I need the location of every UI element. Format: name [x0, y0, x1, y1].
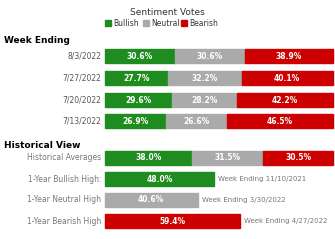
Text: Week Ending: Week Ending — [4, 36, 70, 45]
Text: Week Ending 3/30/2022: Week Ending 3/30/2022 — [202, 197, 285, 203]
Text: Bearish: Bearish — [189, 18, 218, 27]
Bar — [105, 114, 166, 128]
Text: 27.7%: 27.7% — [123, 74, 150, 82]
Bar — [105, 151, 192, 165]
Bar — [105, 20, 111, 26]
Bar — [105, 172, 214, 186]
Text: Week Ending 4/27/2022: Week Ending 4/27/2022 — [245, 218, 328, 224]
Text: 59.4%: 59.4% — [160, 217, 186, 226]
Bar — [168, 71, 242, 85]
Bar — [105, 214, 241, 228]
Text: 7/13/2022: 7/13/2022 — [62, 116, 101, 125]
Text: Bullish: Bullish — [113, 18, 139, 27]
Text: 28.2%: 28.2% — [191, 96, 218, 104]
Bar — [143, 20, 149, 26]
Text: Historical View: Historical View — [4, 141, 80, 150]
Text: 46.5%: 46.5% — [267, 116, 293, 125]
Bar — [237, 93, 333, 107]
Text: 1-Year Bullish High:: 1-Year Bullish High: — [27, 174, 101, 184]
Text: Historical Averages: Historical Averages — [27, 153, 101, 163]
Bar — [242, 71, 333, 85]
Bar — [166, 114, 227, 128]
Bar — [181, 20, 187, 26]
Text: 30.5%: 30.5% — [285, 153, 311, 163]
Bar — [227, 114, 333, 128]
Text: 40.1%: 40.1% — [274, 74, 300, 82]
Text: 32.2%: 32.2% — [192, 74, 218, 82]
Text: 1-Year Neutral High: 1-Year Neutral High — [27, 196, 101, 205]
Text: Week Ending 11/10/2021: Week Ending 11/10/2021 — [218, 176, 307, 182]
Text: 29.6%: 29.6% — [126, 96, 152, 104]
Text: 7/27/2022: 7/27/2022 — [62, 74, 101, 82]
Text: Sentiment Votes: Sentiment Votes — [130, 8, 205, 17]
Bar — [105, 49, 175, 63]
Bar — [105, 193, 198, 207]
Text: 38.9%: 38.9% — [276, 51, 302, 60]
Bar — [105, 71, 168, 85]
Bar — [175, 49, 245, 63]
Text: 7/20/2022: 7/20/2022 — [62, 96, 101, 104]
Text: 31.5%: 31.5% — [214, 153, 241, 163]
Bar — [105, 93, 173, 107]
Text: 38.0%: 38.0% — [135, 153, 161, 163]
Text: 8/3/2022: 8/3/2022 — [67, 51, 101, 60]
Text: 26.9%: 26.9% — [123, 116, 149, 125]
Bar — [192, 151, 263, 165]
Text: 42.2%: 42.2% — [272, 96, 298, 104]
Text: 1-Year Bearish High: 1-Year Bearish High — [27, 217, 101, 226]
Bar — [245, 49, 333, 63]
Text: 40.6%: 40.6% — [138, 196, 164, 205]
Text: 26.6%: 26.6% — [184, 116, 210, 125]
Text: 48.0%: 48.0% — [146, 174, 173, 184]
Text: 30.6%: 30.6% — [197, 51, 223, 60]
Text: 30.6%: 30.6% — [127, 51, 153, 60]
Bar — [173, 93, 237, 107]
Text: Neutral: Neutral — [151, 18, 180, 27]
Bar — [263, 151, 333, 165]
